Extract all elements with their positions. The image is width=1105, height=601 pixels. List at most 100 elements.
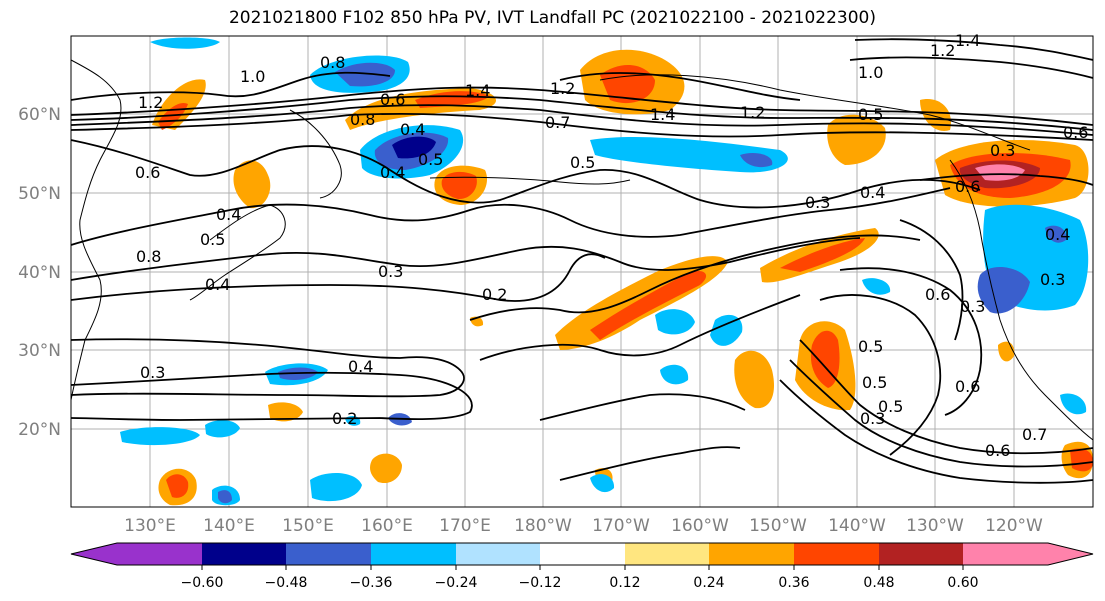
contour-line <box>819 294 942 456</box>
contour-line <box>70 187 951 246</box>
contour-line <box>469 234 921 321</box>
contour-label: 0.6 <box>1063 123 1088 142</box>
contour-line <box>479 294 801 361</box>
lat-label: 20°N <box>18 420 61 440</box>
anomaly-negative-region <box>392 136 436 159</box>
contour-label: 0.6 <box>985 441 1010 460</box>
contour-label: 0.5 <box>418 150 443 169</box>
contour-label: 0.8 <box>350 110 375 129</box>
colorbar-tick-label: −0.12 <box>519 575 562 591</box>
contour-label: 1.0 <box>858 63 883 82</box>
contour-line <box>70 139 981 209</box>
anomaly-negative-region <box>1060 393 1087 415</box>
anomaly-positive-region <box>734 350 775 409</box>
contour-label: 0.4 <box>1045 225 1070 244</box>
lon-label: 180°W <box>514 516 572 536</box>
anomaly-positive-region <box>1070 448 1093 472</box>
lat-label: 30°N <box>18 341 61 361</box>
lon-label: 130°W <box>906 516 964 536</box>
contour-line <box>539 393 746 421</box>
contour-label: 0.3 <box>990 141 1015 160</box>
contour-line <box>70 338 465 398</box>
anomaly-negative-region <box>977 266 1030 314</box>
anomaly-negative-region <box>150 37 220 49</box>
contour-label: 0.7 <box>1022 425 1047 444</box>
contour-label: 0.4 <box>216 205 241 224</box>
coastline-japan <box>189 204 286 301</box>
anomaly-negative-region <box>655 309 695 335</box>
lon-label: 140°E <box>203 516 255 536</box>
anomaly-negative-region <box>205 420 240 438</box>
anomaly-positive-region <box>590 270 707 340</box>
colorbar-tick-label: −0.24 <box>435 575 478 591</box>
contour-label: 0.5 <box>878 397 903 416</box>
anomaly-positive-region <box>415 91 490 108</box>
contour-line <box>919 173 1094 186</box>
colorbar-segment <box>286 543 371 565</box>
contour-label: 0.6 <box>380 90 405 109</box>
colorbar-tick-label: −0.36 <box>350 575 393 591</box>
contour-label: 0.2 <box>482 285 507 304</box>
lon-label: 130°E <box>124 516 176 536</box>
lon-label: 150°E <box>282 516 334 536</box>
contour-label: 1.0 <box>240 67 265 86</box>
contour-label: 1.2 <box>930 41 955 60</box>
colorbar-ticks <box>201 565 964 570</box>
contour-label: 0.5 <box>858 105 883 124</box>
contour-label: 0.6 <box>955 377 980 396</box>
lon-label: 170°E <box>439 516 491 536</box>
map-title: 2021021800 F102 850 hPa PV, IVT Landfall… <box>228 8 876 28</box>
lon-label: 160°E <box>361 516 413 536</box>
colorbar: −0.60 −0.48 −0.36 −0.24 −0.12 0.12 0.24 … <box>70 542 1094 591</box>
latitude-labels: 60°N 50°N 40°N 30°N 20°N <box>18 105 61 440</box>
contour-line <box>899 219 964 341</box>
colorbar-segment <box>625 543 709 565</box>
anomaly-negative-region <box>218 490 232 504</box>
anomaly-negative-region <box>740 153 773 168</box>
colorbar-extend-low <box>71 543 117 565</box>
contour-label: 0.5 <box>200 230 225 249</box>
map-panel: 0.8 1.0 1.2 1.4 1.2 1.4 1.0 1.2 1.4 0.6 … <box>70 31 1094 508</box>
anomaly-negative-region <box>660 364 689 385</box>
contour-label: 0.3 <box>805 193 830 212</box>
contour-label: 1.4 <box>465 81 490 100</box>
anomaly-positive-region <box>441 171 477 200</box>
contour-label: 1.2 <box>740 103 765 122</box>
contour-line <box>849 56 1094 79</box>
colorbar-tick-label: 0.12 <box>609 575 640 591</box>
contour-label: 0.4 <box>860 183 885 202</box>
lon-label: 140°W <box>828 516 886 536</box>
anomaly-negative-region <box>590 474 615 493</box>
contour-label: 0.7 <box>545 113 570 132</box>
anomaly-positive-region <box>370 453 402 484</box>
contour-line <box>779 379 1094 484</box>
contour-label: 0.8 <box>136 247 161 266</box>
contour-label: 0.6 <box>135 163 160 182</box>
lat-label: 60°N <box>18 105 61 125</box>
contour-label: 1.4 <box>650 105 675 124</box>
contour-label: 0.4 <box>400 120 425 139</box>
contour-line <box>854 38 1094 61</box>
contour-label: 0.6 <box>955 177 980 196</box>
contour-line <box>799 339 1094 455</box>
coastlines <box>70 59 1094 441</box>
colorbar-tick-label: 0.24 <box>693 575 724 591</box>
contour-label: 0.4 <box>205 275 230 294</box>
contour-label: 1.4 <box>955 31 980 50</box>
anomaly-positive-region <box>233 160 271 209</box>
colorbar-segment <box>963 543 1048 565</box>
anomaly-negative-region <box>310 473 362 502</box>
colorbar-segment <box>117 543 202 565</box>
colorbar-extend-high <box>1048 543 1093 565</box>
contour-label: 0.4 <box>348 357 373 376</box>
colorbar-segment <box>540 543 625 565</box>
anomaly-positive-region <box>810 330 840 388</box>
anomaly-negative-region <box>120 427 200 446</box>
anomaly-negative-region <box>710 314 743 346</box>
anomaly-positive-region <box>780 238 865 272</box>
anomaly-negative-region <box>862 278 891 295</box>
anomaly-positive-region <box>268 402 303 422</box>
lon-label: 160°W <box>671 516 729 536</box>
contour-line <box>70 104 1094 136</box>
coastline-alaska <box>599 74 1031 151</box>
